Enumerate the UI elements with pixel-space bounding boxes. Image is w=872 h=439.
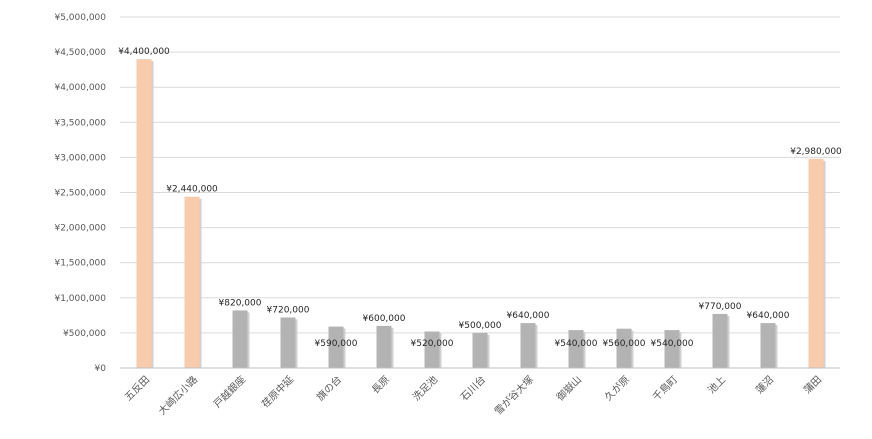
data-label: ¥4,400,000 [118,47,170,57]
x-category-label: 御嶽山 [554,373,584,403]
x-category-label: 蒲田 [801,373,824,396]
x-category-label: 長原 [369,374,392,397]
x-category-label: 雪が谷大塚 [492,373,537,418]
y-tick-label: ¥4,000,000 [54,83,106,93]
bar [760,323,776,368]
bar [136,59,152,369]
x-category-label: 旗の台 [314,373,344,403]
data-label: ¥540,000 [651,339,694,349]
data-label: ¥720,000 [267,305,310,315]
x-category-label: 荏原中延 [259,373,296,410]
y-axis-tick-labels: ¥0 ¥500,000 ¥1,000,000 ¥1,500,000 ¥2,000,000… [54,13,106,374]
x-category-label: 蓮沼 [753,373,776,396]
y-tick-label: ¥1,500,000 [54,259,106,269]
x-category-label: 石川台 [458,373,488,403]
y-tick-label: ¥5,000,000 [54,13,106,23]
data-label: ¥590,000 [315,339,358,349]
y-tick-label: ¥1,000,000 [54,294,106,304]
data-label: ¥560,000 [603,339,646,349]
bar [520,323,536,368]
bar [664,330,680,368]
y-tick-label: ¥0 [95,364,107,374]
data-label: ¥2,440,000 [166,185,218,195]
bar [712,313,728,368]
bars [136,59,826,369]
data-label: ¥640,000 [747,311,790,321]
x-category-label: 戸越銀座 [211,373,248,410]
bar [472,332,488,368]
x-axis-category-labels: 五反田 大崎広小路 戸越銀座 荏原中延 旗の台 長原 洗足池 石川台 雪が谷大塚 御嶽山 久が原 千鳥… [122,373,824,418]
bar [328,326,344,368]
gridlines [120,16,840,334]
data-label: ¥520,000 [411,339,454,349]
x-category-label: 五反田 [122,374,152,404]
y-tick-label: ¥3,000,000 [54,153,106,163]
bar [376,325,392,368]
x-category-label: 大崎広小路 [156,373,201,418]
bar [568,330,584,368]
bar [232,310,248,368]
bar [424,331,440,368]
y-tick-label: ¥2,500,000 [54,189,106,199]
data-labels: ¥4,400,000 ¥2,440,000 ¥820,000 ¥720,000 ¥590… [118,47,842,349]
data-label: ¥2,980,000 [790,147,842,157]
data-label: ¥600,000 [363,314,406,324]
x-category-label: 久が原 [602,373,632,403]
bar [280,317,296,368]
y-tick-label: ¥500,000 [63,329,106,339]
y-tick-label: ¥3,500,000 [54,118,106,128]
bar [184,196,200,368]
x-category-label: 池上 [705,373,728,396]
x-category-label: 千鳥町 [650,373,680,403]
data-label: ¥770,000 [699,302,742,312]
y-tick-label: ¥4,500,000 [54,48,106,58]
data-label: ¥820,000 [219,298,262,308]
y-tick-label: ¥2,000,000 [54,224,106,234]
bar [808,158,824,368]
data-label: ¥640,000 [507,311,550,321]
data-label: ¥540,000 [555,339,598,349]
x-category-label: 洗足池 [410,373,440,403]
data-label: ¥500,000 [459,321,502,331]
bar [616,328,632,368]
